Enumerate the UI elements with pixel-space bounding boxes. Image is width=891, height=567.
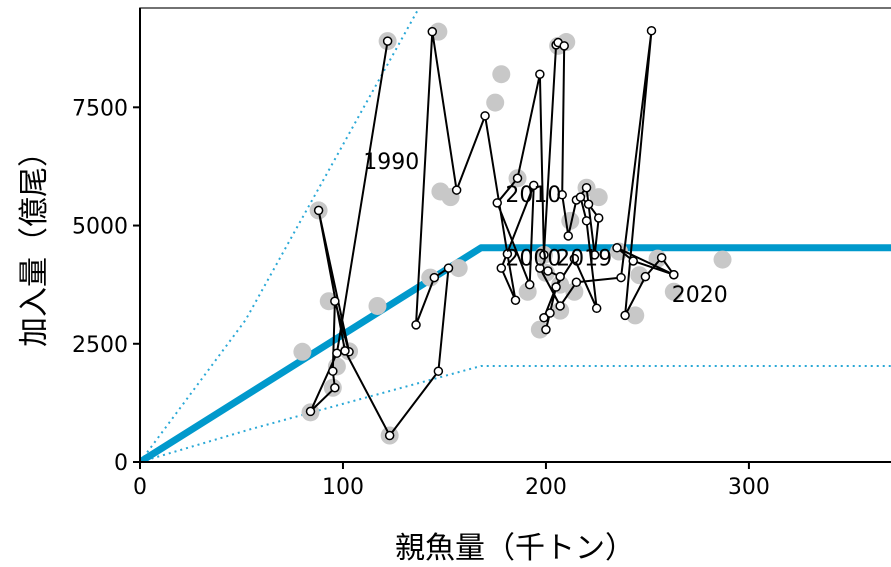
gray-point	[565, 282, 584, 301]
y-axis-title: 加入量（億尾）	[17, 137, 52, 347]
observed-point	[535, 69, 545, 79]
year-annotation: 2019	[556, 247, 612, 272]
observed-point	[669, 269, 679, 280]
observed-point	[539, 250, 549, 260]
y-tick-label: 2500	[72, 333, 128, 358]
observed-point	[411, 320, 421, 330]
observed-point	[640, 271, 651, 282]
observed-point	[510, 295, 521, 306]
reference-band	[140, 8, 891, 462]
observed-point	[557, 190, 567, 200]
observed-point	[620, 310, 630, 321]
observed-point	[591, 303, 602, 314]
observed-point	[480, 111, 490, 121]
x-tick-label: 300	[728, 475, 770, 500]
observed-point	[330, 383, 340, 393]
year-annotation: 2010	[505, 183, 561, 208]
observed-point	[524, 279, 535, 290]
band-upper-line	[140, 8, 421, 462]
gray-point	[449, 259, 468, 278]
observed-point	[551, 282, 561, 292]
observed-point	[384, 430, 395, 441]
hockey-stick-line	[140, 244, 891, 462]
observed-point	[305, 406, 316, 417]
observed-point	[555, 271, 565, 282]
year-annotation: 2020	[672, 283, 728, 308]
observed-point	[646, 25, 657, 36]
observed-point	[571, 277, 582, 288]
observed-point	[340, 346, 350, 356]
observed-point	[593, 213, 604, 223]
gray-point	[368, 296, 387, 315]
observed-point	[492, 198, 502, 208]
observed-point	[583, 199, 594, 210]
observed-point	[332, 348, 342, 358]
observed-point	[656, 252, 667, 263]
gray-point	[664, 282, 683, 301]
gray-point	[589, 188, 608, 207]
observed-point	[535, 263, 545, 273]
observed-point	[427, 26, 438, 37]
x-tick-label: 200	[525, 475, 567, 500]
observed-point	[541, 324, 551, 335]
gray-point	[713, 250, 732, 269]
observed-point	[502, 249, 513, 259]
year-annotation: 1990	[363, 150, 419, 175]
x-axis-title: 親魚量（千トン）	[395, 531, 635, 566]
observed-point	[563, 231, 574, 241]
observed-point	[313, 205, 324, 216]
y-tick-label: 5000	[72, 215, 128, 240]
observed-point	[628, 256, 638, 266]
observed-series	[305, 25, 679, 441]
observed-point	[451, 185, 462, 195]
observed-point	[539, 313, 549, 323]
observed-point	[545, 308, 555, 318]
axes: 0 100 200 300 0 2500 5000 7500	[72, 7, 891, 500]
observed-point	[429, 272, 440, 283]
hockey-stick-path	[140, 244, 891, 462]
observed-point	[529, 180, 539, 191]
observed-point	[589, 250, 600, 260]
observed-point	[581, 216, 592, 226]
x-tick-label: 0	[133, 475, 147, 500]
gray-point	[486, 93, 505, 112]
observed-point	[512, 173, 523, 183]
observed-point	[496, 263, 507, 273]
gray-point	[319, 292, 338, 311]
gray-point	[626, 306, 645, 325]
observed-point	[559, 41, 569, 51]
observed-point	[555, 301, 565, 311]
gray-point	[492, 65, 511, 84]
observed-point	[575, 192, 586, 202]
observed-point	[569, 253, 580, 264]
band-lower-line	[140, 365, 891, 462]
gray-point	[530, 320, 549, 339]
observed-point	[330, 296, 340, 306]
y-tick-label: 0	[114, 451, 128, 476]
gray-points	[293, 22, 732, 445]
observed-point	[616, 272, 626, 283]
observed-point	[433, 366, 444, 376]
year-annotation: 2000	[505, 247, 561, 272]
observed-point	[382, 36, 393, 46]
observed-point	[443, 263, 454, 273]
observed-point	[543, 266, 553, 276]
x-tick-label: 100	[322, 475, 364, 500]
observed-path	[309, 29, 675, 437]
observed-point	[328, 366, 338, 376]
y-tick-label: 7500	[72, 96, 128, 121]
observed-point	[612, 243, 622, 253]
observed-point	[581, 182, 592, 193]
gray-point	[293, 342, 312, 361]
